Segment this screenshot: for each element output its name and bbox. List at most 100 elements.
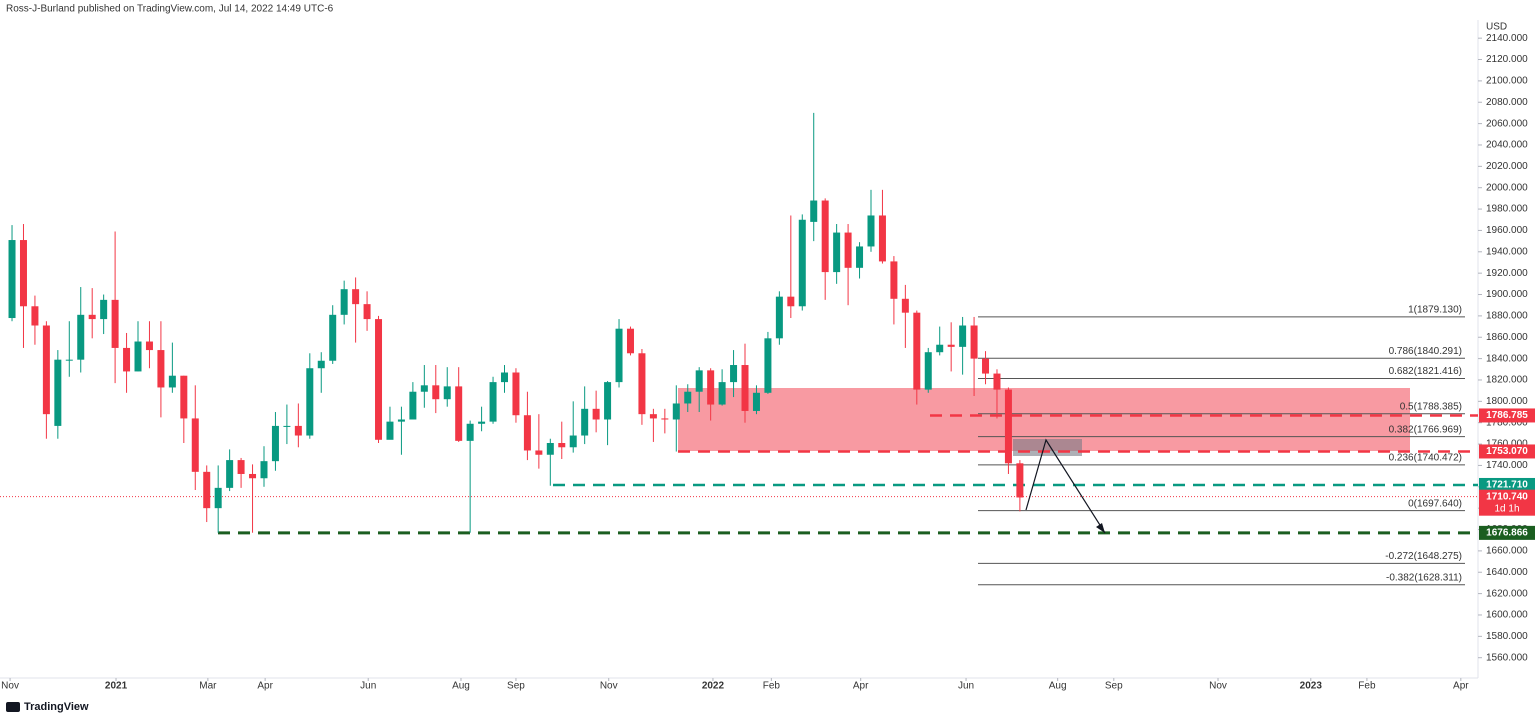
candle-body (466, 423, 474, 441)
candle-body (523, 415, 531, 451)
candle-body (100, 299, 108, 320)
candle-body (329, 314, 337, 361)
x-tick-label: Aug (1049, 681, 1067, 692)
fib-label: 0.786(1840.291) (1389, 346, 1462, 357)
y-tick-label: 1600.000 (1486, 610, 1528, 621)
x-tick-label: Nov (1, 681, 19, 692)
x-tick-label: Nov (600, 681, 618, 692)
candle-body (203, 471, 211, 509)
candle-body (707, 370, 715, 405)
y-tick-label: 1980.000 (1486, 204, 1528, 215)
candle-body (764, 338, 772, 393)
price-tag-label: 1710.740 (1486, 491, 1528, 502)
candle-body (535, 450, 543, 455)
candle-body (844, 232, 852, 268)
candle-body (54, 359, 62, 426)
x-tick-label: Jun (360, 681, 376, 692)
fib-label: -0.272(1648.275) (1385, 551, 1462, 562)
candle-body (375, 319, 383, 440)
candle-body (168, 375, 176, 388)
x-tick-label: Apr (853, 681, 869, 692)
fib-label: 0(1697.640) (1408, 498, 1462, 509)
x-tick-label: Apr (1453, 681, 1469, 692)
y-tick-label: 1660.000 (1486, 546, 1528, 557)
candle-body (363, 304, 371, 320)
candle-body (134, 341, 142, 372)
candle-body (1016, 463, 1024, 498)
candle-body (386, 421, 394, 440)
candle-body (730, 365, 738, 383)
x-tick-label: Feb (1358, 681, 1376, 692)
candle-body (283, 425, 291, 427)
candle-body (306, 368, 314, 436)
candle-body (512, 372, 520, 416)
y-tick-label: 2100.000 (1486, 76, 1528, 87)
x-tick-label: Feb (763, 681, 781, 692)
candle-body (478, 421, 486, 424)
y-tick-label: 1760.000 (1486, 439, 1528, 450)
candle-body (752, 392, 760, 411)
price-tag-countdown: 1d 1h (1494, 503, 1519, 514)
candle-body (913, 312, 921, 390)
y-tick-label: 1860.000 (1486, 332, 1528, 343)
candle-body (878, 215, 886, 262)
candle-body (775, 296, 783, 339)
candle-body (397, 419, 405, 422)
candle-body (661, 418, 669, 420)
candle-body (936, 344, 944, 353)
candle-body (810, 200, 818, 222)
candle-body (180, 375, 188, 419)
candle-body (741, 365, 749, 411)
candle-body (191, 418, 199, 472)
candle-body (615, 328, 623, 383)
candle-body (821, 200, 829, 273)
candle-body (592, 408, 600, 420)
candle-body (569, 435, 577, 448)
price-tag (1479, 444, 1535, 459)
y-tick-label: 1840.000 (1486, 353, 1528, 364)
candle-body (409, 391, 417, 420)
fib-label: 0.682(1821.416) (1389, 366, 1462, 377)
candle-body (982, 358, 990, 374)
price-tag (1479, 408, 1535, 423)
y-tick-label: 2120.000 (1486, 54, 1528, 65)
footer-logo: TradingView (6, 701, 89, 713)
candle-body (856, 246, 864, 268)
candle-body (924, 352, 932, 390)
candle-body (443, 386, 451, 400)
candle-body (226, 460, 234, 488)
candle-body (798, 219, 806, 307)
candle-body (684, 391, 692, 404)
fib-label: 0.5(1788.385) (1400, 401, 1462, 412)
candle-body (959, 325, 967, 347)
candle-body (77, 314, 85, 360)
currency: USD (1486, 22, 1507, 33)
y-tick-label: 1780.000 (1486, 417, 1528, 428)
candle-body (317, 360, 325, 369)
fib-label: -0.382(1628.311) (1386, 572, 1462, 583)
x-tick-label: Apr (257, 681, 273, 692)
candle-body (672, 403, 680, 420)
candle-body (420, 385, 428, 392)
candle-body (947, 344, 955, 347)
y-tick-label: 2140.000 (1486, 33, 1528, 44)
price-tag (1479, 489, 1535, 516)
candle-body (867, 215, 875, 247)
y-tick-label: 2080.000 (1486, 97, 1528, 108)
candle-body (352, 289, 360, 305)
candle-body (626, 328, 634, 354)
price-tag (1479, 525, 1535, 540)
y-tick-label: 2060.000 (1486, 118, 1528, 129)
candle-body (489, 382, 497, 422)
candle-body (19, 240, 27, 307)
y-tick-label: 1800.000 (1486, 396, 1528, 407)
candle-body (581, 408, 589, 436)
y-tick-label: 1620.000 (1486, 588, 1528, 599)
candle-body (237, 460, 245, 474)
candle-body (249, 473, 257, 479)
price-tag-label: 1753.070 (1486, 446, 1528, 457)
logo-icon (6, 702, 20, 712)
y-tick-label: 2020.000 (1486, 161, 1528, 172)
x-tick-label: Aug (452, 681, 470, 692)
candle-body (294, 425, 302, 436)
